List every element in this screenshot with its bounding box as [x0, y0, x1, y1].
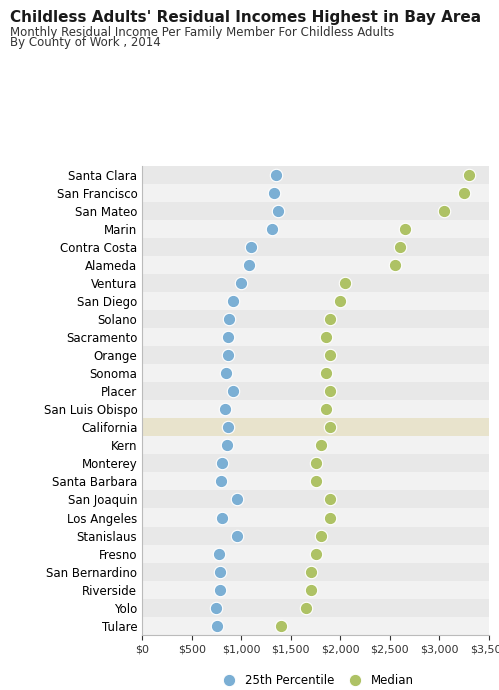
Point: [401, 224, 409, 235]
Point: [311, 476, 319, 487]
Bar: [142, 292, 489, 310]
Point: [219, 458, 227, 469]
Bar: [142, 219, 489, 238]
Bar: [142, 599, 489, 617]
Point: [234, 530, 242, 541]
Bar: [142, 617, 489, 635]
Point: [326, 494, 334, 505]
Point: [245, 259, 253, 270]
Point: [441, 205, 449, 216]
Point: [216, 584, 224, 595]
Point: [321, 368, 329, 379]
Point: [316, 440, 324, 451]
Bar: [142, 454, 489, 473]
Point: [270, 187, 278, 198]
Bar: [142, 526, 489, 544]
Bar: [142, 436, 489, 454]
Bar: [142, 346, 489, 364]
Point: [223, 368, 231, 379]
Text: Monthly Residual Income Per Family Member For Childless Adults: Monthly Residual Income Per Family Membe…: [10, 26, 394, 39]
Bar: [142, 544, 489, 562]
Bar: [142, 400, 489, 418]
Bar: [142, 382, 489, 400]
Point: [460, 187, 468, 198]
Bar: [142, 274, 489, 292]
Point: [230, 386, 238, 397]
Point: [396, 241, 404, 253]
Point: [219, 512, 227, 523]
Point: [213, 620, 221, 631]
Point: [274, 205, 282, 216]
Point: [321, 331, 329, 342]
Point: [326, 512, 334, 523]
Bar: [142, 310, 489, 328]
Point: [391, 259, 399, 270]
Point: [277, 620, 285, 631]
Point: [311, 548, 319, 559]
Point: [316, 530, 324, 541]
Point: [326, 386, 334, 397]
Point: [225, 331, 233, 342]
Point: [225, 422, 233, 433]
Point: [272, 169, 280, 180]
Point: [326, 313, 334, 324]
Point: [222, 404, 230, 415]
Legend: 25th Percentile, Median: 25th Percentile, Median: [213, 669, 418, 690]
Point: [226, 313, 234, 324]
Bar: [142, 238, 489, 256]
Bar: [142, 256, 489, 274]
Point: [216, 566, 224, 577]
Bar: [142, 166, 489, 184]
Point: [336, 295, 344, 306]
Point: [307, 566, 315, 577]
Bar: [142, 581, 489, 599]
Point: [230, 295, 238, 306]
Bar: [142, 473, 489, 491]
Point: [465, 169, 473, 180]
Point: [238, 277, 246, 288]
Point: [326, 350, 334, 361]
Bar: [142, 491, 489, 509]
Point: [268, 224, 276, 235]
Text: Childless Adults' Residual Incomes Highest in Bay Area: Childless Adults' Residual Incomes Highe…: [10, 10, 481, 26]
Point: [247, 241, 255, 253]
Point: [224, 440, 232, 451]
Bar: [142, 562, 489, 581]
Bar: [142, 364, 489, 382]
Point: [307, 584, 315, 595]
Bar: [142, 328, 489, 346]
Point: [341, 277, 349, 288]
Point: [326, 422, 334, 433]
Bar: [142, 201, 489, 219]
Point: [212, 602, 220, 613]
Text: By County of Work , 2014: By County of Work , 2014: [10, 36, 161, 49]
Bar: [142, 509, 489, 526]
Point: [225, 350, 233, 361]
Point: [215, 548, 223, 559]
Bar: [142, 418, 489, 436]
Point: [311, 458, 319, 469]
Point: [218, 476, 226, 487]
Bar: [142, 184, 489, 201]
Point: [302, 602, 310, 613]
Point: [234, 494, 242, 505]
Point: [321, 404, 329, 415]
